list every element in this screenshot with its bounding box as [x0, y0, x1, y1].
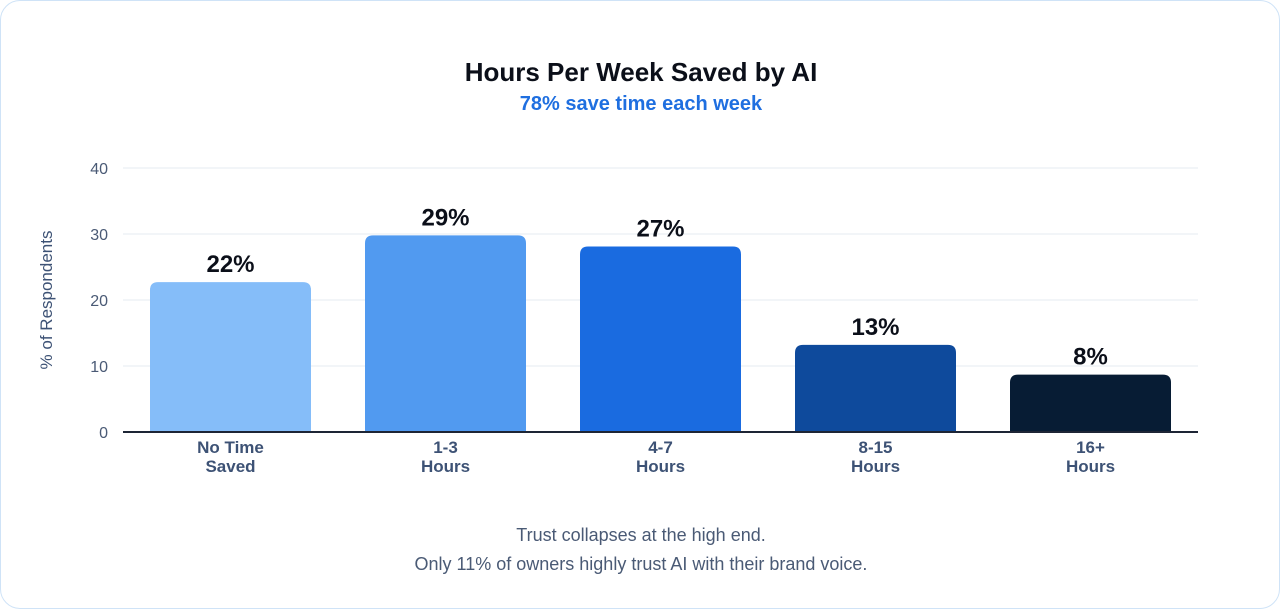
y-axis-label: % of Respondents [37, 231, 56, 370]
x-tick-label: 4-7 [648, 438, 673, 457]
y-tick-label: 10 [90, 359, 108, 376]
x-tick-label: Hours [1066, 457, 1115, 476]
chart-title: Hours Per Week Saved by AI [464, 57, 818, 87]
bar [365, 235, 526, 432]
data-label: 29% [421, 204, 469, 231]
bar [795, 344, 956, 432]
footnote-line-2: Only 11% of owners highly trust AI with … [414, 554, 868, 574]
x-tick-label: Saved [205, 457, 255, 476]
y-tick-label: 0 [99, 425, 108, 442]
x-tick-label: No Time [197, 438, 264, 457]
x-tick-label: Hours [421, 457, 470, 476]
x-tick-label: Hours [636, 457, 685, 476]
x-tick-label: 16+ [1076, 438, 1105, 457]
x-tick-label: 1-3 [433, 438, 458, 457]
footnote-line-1: Trust collapses at the high end. [516, 525, 766, 545]
data-label: 27% [636, 216, 684, 243]
y-tick-label: 20 [90, 293, 108, 310]
bar [580, 246, 741, 432]
bar [150, 282, 311, 432]
bar [1010, 374, 1171, 432]
x-tick-label: 8-15 [858, 438, 892, 457]
data-label: 8% [1073, 344, 1108, 371]
data-label: 22% [206, 251, 254, 278]
y-tick-label: 30 [90, 227, 108, 244]
chart-subtitle: 78% save time each week [519, 93, 763, 115]
x-tick-label: Hours [851, 457, 900, 476]
y-tick-label: 40 [90, 161, 108, 178]
data-label: 13% [851, 314, 899, 341]
